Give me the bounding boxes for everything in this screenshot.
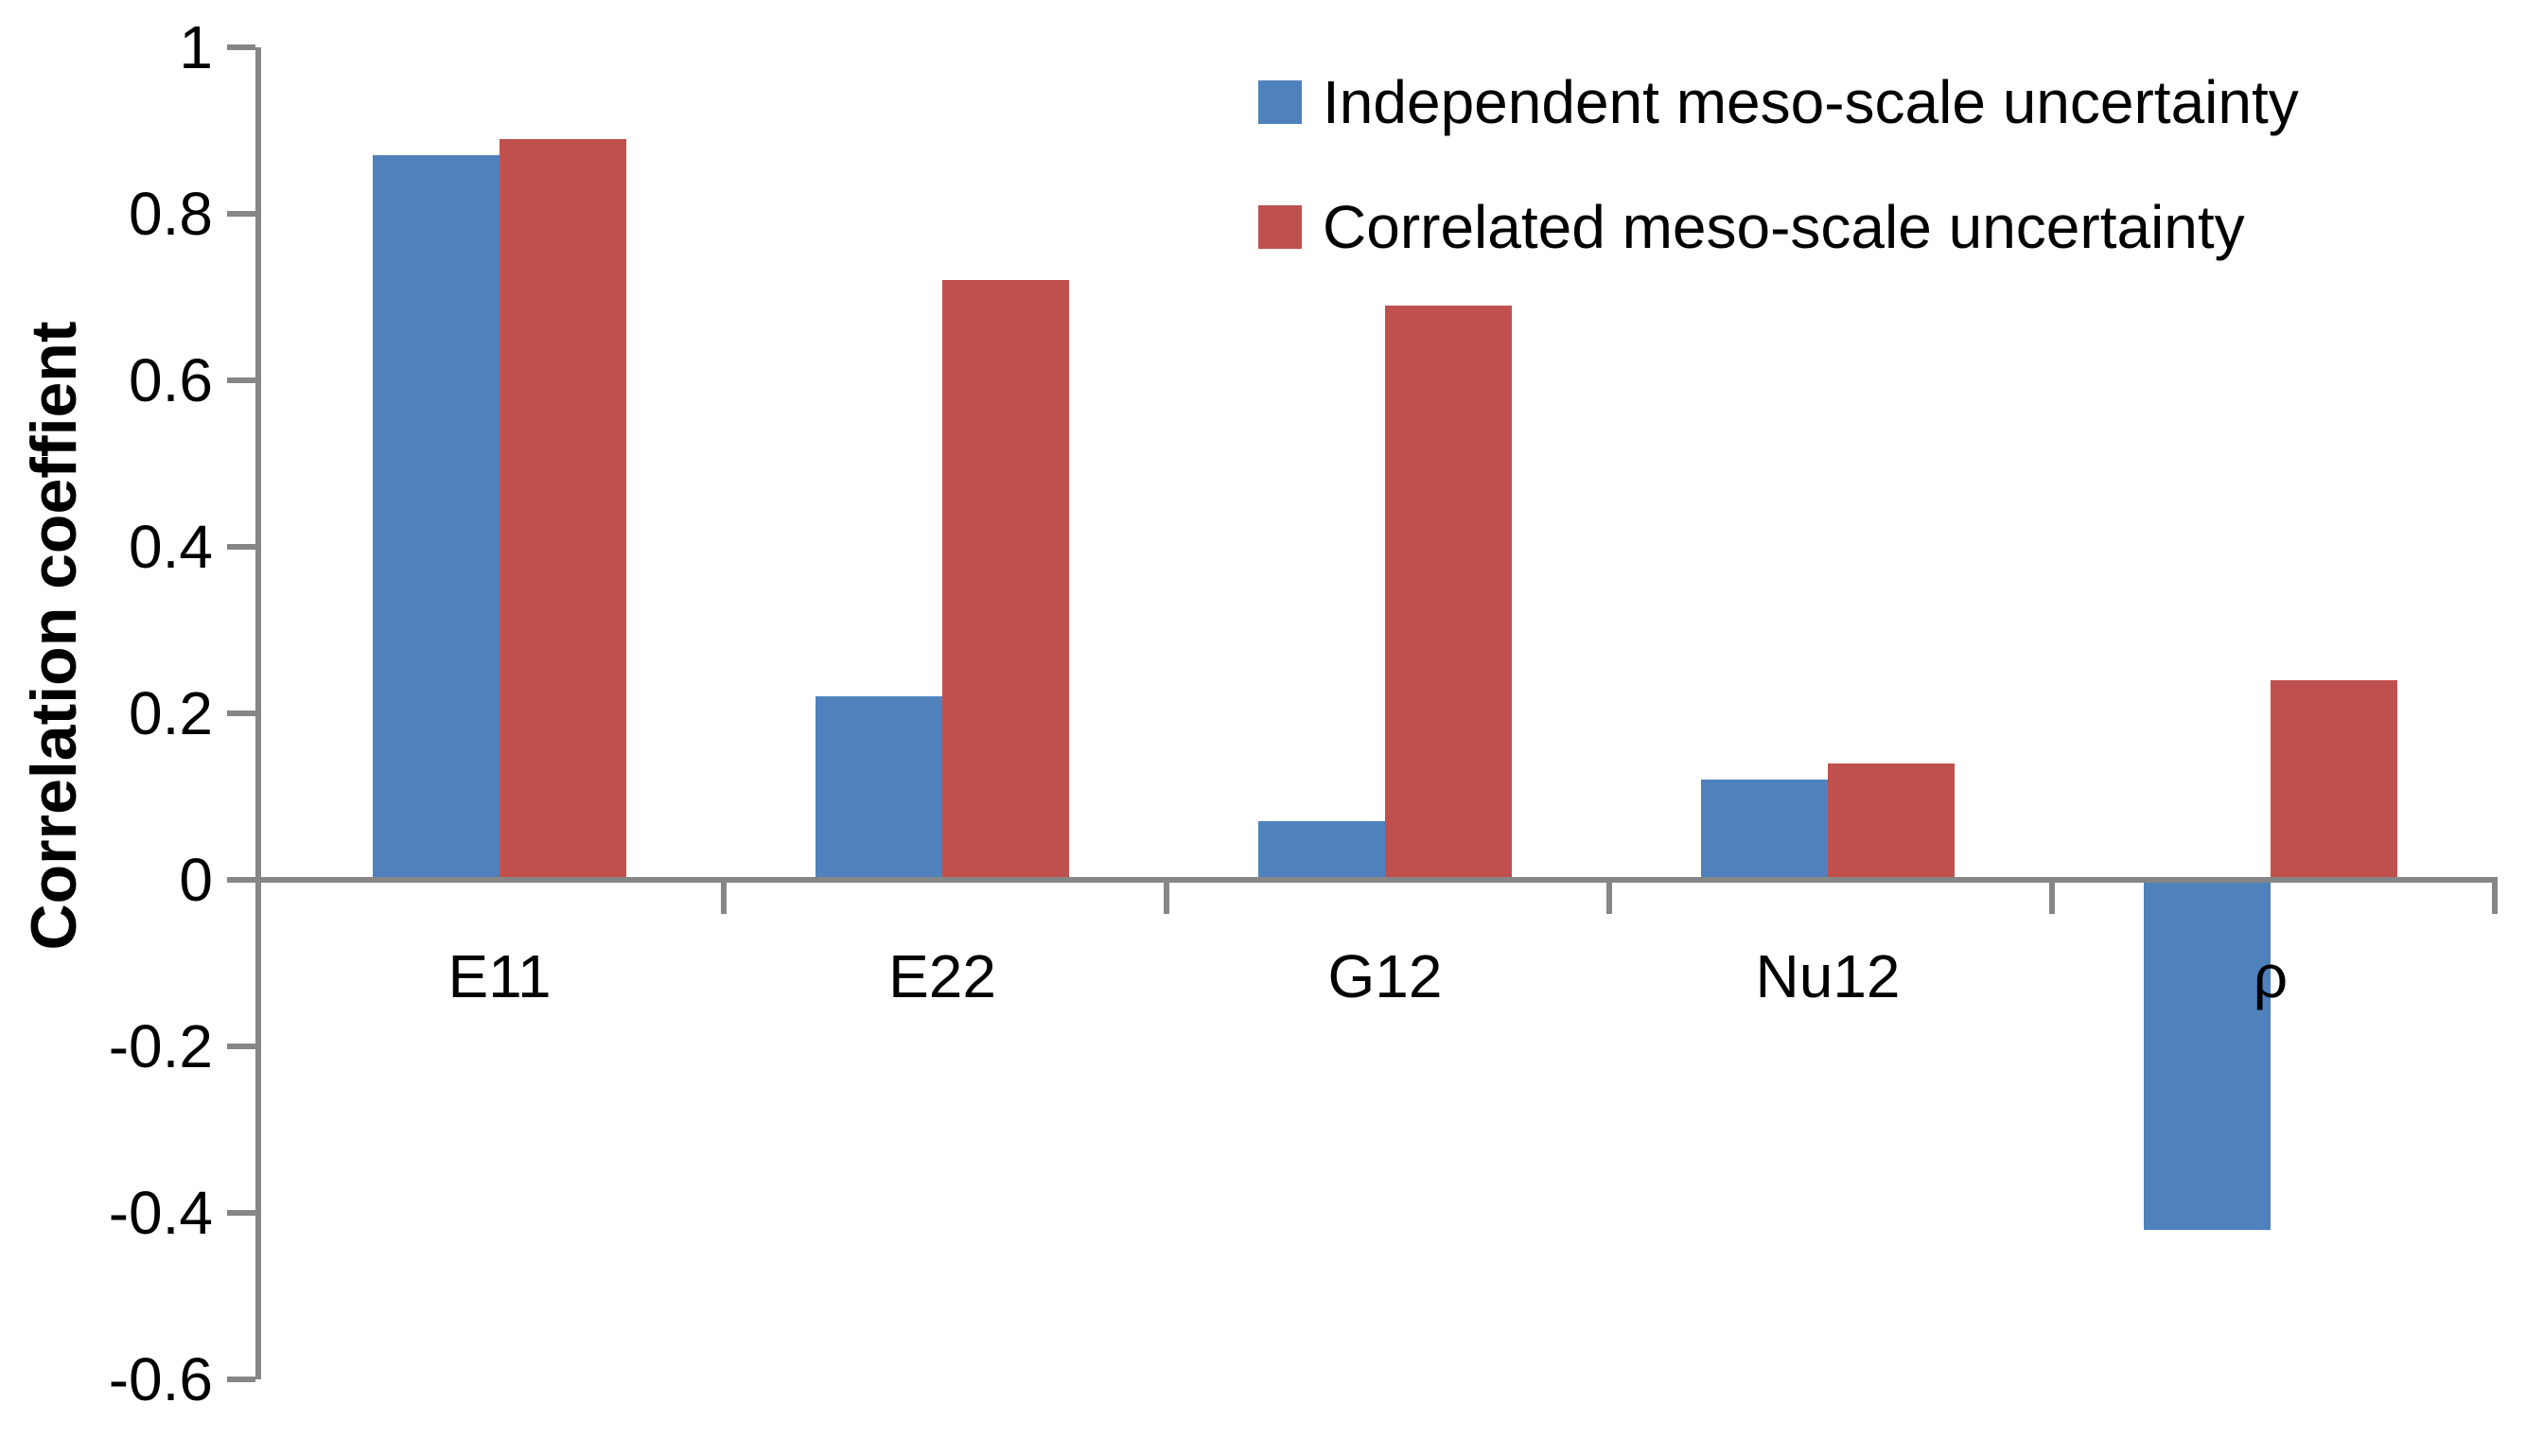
- bar-s1-E22: [942, 280, 1069, 880]
- bar-s1-G12: [1385, 305, 1512, 880]
- bar-s0-E22: [816, 696, 942, 880]
- y-tick-label-0.6: 0.6: [129, 346, 213, 414]
- category-label-ρ: ρ: [2253, 942, 2289, 1010]
- category-label-E22: E22: [888, 942, 996, 1010]
- y-tick-label-0.4: 0.4: [129, 513, 213, 581]
- y-tick: [227, 1377, 255, 1382]
- bar-s0-ρ: [2144, 880, 2271, 1230]
- bar-s1-E11: [500, 138, 626, 880]
- y-tick-label-0: 0: [179, 846, 213, 914]
- y-axis-title: Correlation coeffient: [18, 321, 90, 951]
- y-tick: [227, 544, 255, 550]
- legend-label-correlated: Correlated meso-scale uncertainty: [1323, 193, 2245, 261]
- legend-label-independent: Independent meso-scale uncertainty: [1323, 68, 2299, 136]
- y-tick-label-0.2: 0.2: [129, 679, 213, 747]
- y-tick-label-1: 1: [179, 13, 213, 81]
- y-tick: [227, 1210, 255, 1216]
- legend-marker-independent-icon: [1258, 80, 1302, 124]
- y-tick-label--0.2: -0.2: [108, 1012, 213, 1080]
- legend-marker-correlated-icon: [1258, 205, 1302, 249]
- category-boundary-tick: [721, 880, 727, 914]
- y-tick: [227, 877, 255, 883]
- category-label-Nu12: Nu12: [1755, 942, 1901, 1010]
- y-tick-label--0.6: -0.6: [108, 1345, 213, 1413]
- bar-s1-ρ: [2271, 679, 2397, 880]
- y-tick-label-0.8: 0.8: [129, 180, 213, 248]
- category-boundary-tick: [2492, 880, 2498, 914]
- bar-s0-G12: [1258, 821, 1385, 880]
- legend-item-correlated: Correlated meso-scale uncertainty: [1258, 192, 2245, 262]
- category-boundary-tick: [1164, 880, 1169, 914]
- y-tick: [227, 44, 255, 50]
- y-tick: [227, 1044, 255, 1049]
- bar-s0-E11: [373, 155, 500, 880]
- y-tick: [227, 377, 255, 383]
- y-tick-label--0.4: -0.4: [108, 1179, 213, 1247]
- legend-item-independent: Independent meso-scale uncertainty: [1258, 67, 2299, 137]
- category-label-G12: G12: [1327, 942, 1443, 1010]
- category-boundary-tick: [1606, 880, 1612, 914]
- bar-s1-Nu12: [1828, 763, 1955, 880]
- y-tick: [227, 710, 255, 716]
- y-axis-line: [255, 47, 261, 1379]
- category-boundary-tick: [2049, 880, 2055, 914]
- x-axis-line: [255, 877, 2498, 883]
- y-tick: [227, 211, 255, 217]
- category-label-E11: E11: [447, 942, 552, 1010]
- bar-s0-Nu12: [1701, 780, 1828, 880]
